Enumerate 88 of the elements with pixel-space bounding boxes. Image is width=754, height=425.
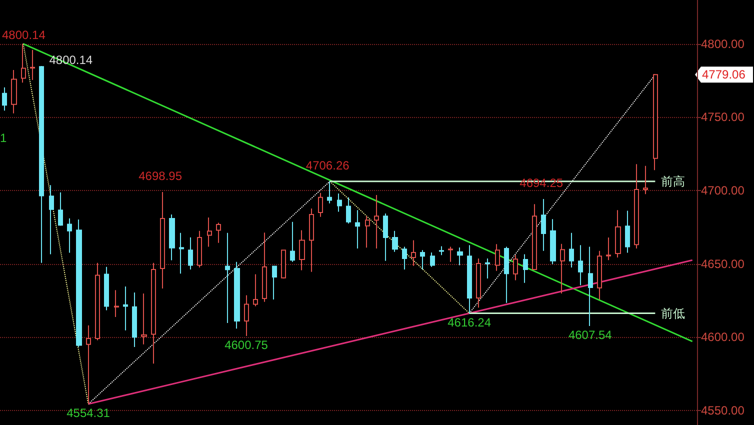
text: 4779.06 xyxy=(702,68,746,82)
candlestick xyxy=(606,237,611,261)
candlestick xyxy=(365,216,370,248)
candlestick xyxy=(160,192,165,290)
y-tick-label: 4600.00 xyxy=(701,330,745,344)
candlestick xyxy=(11,70,17,114)
candlestick xyxy=(309,208,314,272)
candlestick xyxy=(392,230,398,252)
candlestick xyxy=(39,65,44,264)
annotation: 4706.26 xyxy=(306,158,350,172)
candlestick xyxy=(132,292,137,348)
candlestick xyxy=(281,250,286,279)
candlestick xyxy=(476,258,481,308)
y-tick-label: 4550.00 xyxy=(701,403,745,418)
candlestick xyxy=(420,250,425,270)
candlestick xyxy=(448,246,453,262)
candlestick xyxy=(234,261,240,330)
annotation: 1 xyxy=(0,131,7,145)
candlestick xyxy=(541,198,546,252)
candlestick xyxy=(625,210,630,254)
candlestick xyxy=(114,290,119,318)
candlestick xyxy=(513,254,518,281)
y-tick-label: 4750.00 xyxy=(701,110,745,124)
candlestick xyxy=(58,192,63,226)
annotation: 4607.54 xyxy=(568,328,612,342)
candlestick xyxy=(411,240,416,266)
series-label: 前高 xyxy=(661,174,686,188)
candlestick xyxy=(253,274,258,307)
candlestick xyxy=(21,43,26,84)
candlestick xyxy=(123,286,128,331)
candlestick xyxy=(402,246,407,270)
candlestick xyxy=(634,164,639,250)
candlestick xyxy=(550,218,556,265)
candlestick xyxy=(76,219,82,348)
annotation: 4616.24 xyxy=(448,315,492,330)
candlestick xyxy=(374,194,379,250)
candlestick xyxy=(643,165,648,195)
candlestick xyxy=(560,243,565,294)
y-tick-label: 4700.00 xyxy=(701,184,745,198)
candlestick xyxy=(615,210,621,258)
candlestick xyxy=(597,250,602,300)
candlestick xyxy=(104,266,109,311)
candlestick xyxy=(495,244,500,272)
candlestick xyxy=(169,214,175,261)
candlestick xyxy=(86,324,91,405)
candlestick xyxy=(197,230,202,268)
candlestick xyxy=(439,246,444,256)
candlestick xyxy=(578,244,583,286)
candlestick xyxy=(504,246,509,304)
candlestick xyxy=(355,210,360,250)
candlestick xyxy=(532,204,537,270)
candlestick xyxy=(588,246,593,327)
candlestick xyxy=(318,192,323,218)
candlestick xyxy=(262,232,267,302)
candlestick xyxy=(244,294,249,336)
annotation: 4600.75 xyxy=(224,338,268,352)
candlestick xyxy=(457,247,463,266)
candlestick xyxy=(430,252,435,268)
candlestick xyxy=(383,213,388,262)
candlestick xyxy=(653,74,658,171)
candlestick xyxy=(569,232,574,268)
candlestick xyxy=(337,192,342,212)
candlestick xyxy=(2,86,7,112)
candlestick xyxy=(346,196,351,224)
candlestick xyxy=(49,184,54,255)
y-tick-label: 4800.00 xyxy=(701,36,745,51)
candlestick xyxy=(216,222,221,244)
annotation: 4554.31 xyxy=(66,406,110,420)
candlestick xyxy=(485,258,490,279)
y-tick-label: 4650.00 xyxy=(701,256,745,271)
series-label: 前低 xyxy=(661,306,686,320)
annotation: 4698.95 xyxy=(138,169,182,184)
candlestick xyxy=(327,180,332,204)
candlestick xyxy=(95,262,100,341)
candlestick xyxy=(188,236,193,270)
candlestick xyxy=(141,293,147,345)
candlestick xyxy=(67,218,72,254)
candlestick xyxy=(272,266,277,300)
candlestick xyxy=(299,230,305,271)
candlestick xyxy=(179,232,184,274)
candlestick xyxy=(523,254,528,284)
candlestick xyxy=(151,262,156,364)
candlestick xyxy=(290,221,295,262)
candlestick xyxy=(207,216,212,248)
candlestick xyxy=(467,244,472,314)
candlestick xyxy=(225,232,230,324)
annotation: 4800.14 xyxy=(2,28,46,42)
candlestick xyxy=(30,49,35,81)
